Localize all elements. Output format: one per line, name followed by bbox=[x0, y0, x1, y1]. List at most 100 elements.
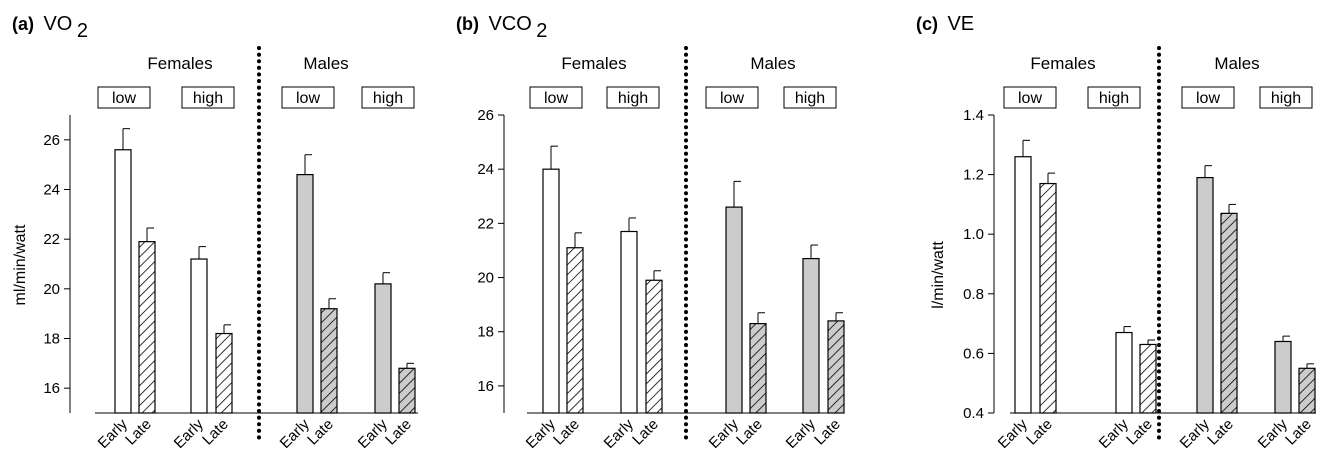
x-category-label: Late bbox=[733, 416, 766, 449]
bar-males-low-late bbox=[749, 323, 767, 414]
subgroup-label: high bbox=[618, 90, 648, 107]
y-tick-label: 1.0 bbox=[963, 226, 984, 243]
y-tick-label: 1.2 bbox=[963, 167, 984, 184]
panel-title-text: VCO bbox=[488, 13, 531, 35]
bar-females-low-late bbox=[138, 241, 156, 414]
y-tick-label: 20 bbox=[43, 281, 60, 298]
subgroup-box-females-low: low bbox=[1003, 86, 1057, 109]
bar-males-low-early bbox=[725, 206, 743, 414]
subgroup-label: low bbox=[1018, 90, 1042, 107]
subgroup-box-females-high: high bbox=[181, 86, 235, 109]
subgroup-box-females-high: high bbox=[606, 86, 660, 109]
panel-title-subscript: 2 bbox=[536, 20, 547, 42]
y-axis-label: ml/min/watt bbox=[12, 224, 29, 305]
y-tick-label: 22 bbox=[43, 231, 60, 248]
x-category-label: Late bbox=[629, 416, 662, 449]
subgroup-box-females-low: low bbox=[529, 86, 583, 109]
panel-vco2: (b) VCO 2 Females Males low high low hig… bbox=[456, 13, 845, 452]
x-category-label: Late bbox=[550, 416, 583, 449]
x-category-label: Late bbox=[1123, 416, 1156, 449]
subgroup-label: low bbox=[296, 90, 320, 107]
subgroup-label: low bbox=[720, 90, 744, 107]
y-tick-label: 0.6 bbox=[963, 345, 984, 362]
group-label-males: Males bbox=[303, 54, 348, 73]
y-tick-label: 22 bbox=[477, 215, 494, 232]
subgroup-box-males-low: low bbox=[1181, 86, 1235, 109]
panel-title-text: VO bbox=[43, 13, 72, 35]
y-tick-label: 0.4 bbox=[963, 405, 984, 422]
bar-females-high-early bbox=[620, 230, 638, 414]
bar-males-high-late bbox=[398, 367, 416, 414]
subgroup-box-females-high: high bbox=[1087, 86, 1141, 109]
subgroup-label: low bbox=[112, 90, 136, 107]
x-category-label: Late bbox=[1204, 416, 1237, 449]
bar-males-high-late bbox=[1298, 367, 1316, 414]
y-tick-label: 18 bbox=[477, 324, 494, 341]
y-tick-label: 20 bbox=[477, 270, 494, 287]
bar-females-low-early bbox=[1014, 156, 1032, 414]
bar-males-high-early bbox=[374, 283, 392, 414]
panel-letter: (c) bbox=[916, 14, 938, 34]
group-label-females: Females bbox=[147, 54, 212, 73]
y-axis-label: l/min/watt bbox=[930, 241, 947, 309]
x-category-label: Late bbox=[1282, 416, 1315, 449]
bar-males-high-early bbox=[802, 257, 820, 414]
x-category-label: Late bbox=[199, 416, 232, 449]
bar-females-low-late bbox=[566, 247, 584, 414]
bar-females-high-early bbox=[1115, 331, 1133, 414]
subgroup-box-males-high: high bbox=[361, 86, 415, 109]
panel-title: (a) VO 2 bbox=[12, 13, 88, 42]
subgroup-label: high bbox=[1099, 90, 1129, 107]
group-label-males: Males bbox=[750, 54, 795, 73]
subgroup-label: high bbox=[795, 90, 825, 107]
bar-females-high-late bbox=[215, 332, 233, 414]
group-label-females: Females bbox=[1030, 54, 1095, 73]
group-label-females: Females bbox=[561, 54, 626, 73]
panel-letter: (b) bbox=[456, 14, 479, 34]
panel-letter: (a) bbox=[12, 14, 34, 34]
bar-males-low-late bbox=[1220, 212, 1238, 414]
panel-vo2: (a) VO 2 Females Males low high low high… bbox=[12, 13, 418, 452]
y-tick-label: 16 bbox=[43, 380, 60, 397]
bar-females-low-late bbox=[1039, 182, 1057, 414]
bar-males-high-late bbox=[827, 320, 845, 414]
subgroup-box-males-low: low bbox=[705, 86, 759, 109]
bar-females-low-early bbox=[542, 168, 560, 414]
bar-females-high-late bbox=[1139, 343, 1157, 414]
x-category-label: Late bbox=[1023, 416, 1056, 449]
y-tick-label: 16 bbox=[477, 378, 494, 395]
bar-females-high-late bbox=[645, 279, 663, 414]
subgroup-box-females-low: low bbox=[97, 86, 151, 109]
group-label-males: Males bbox=[1214, 54, 1259, 73]
y-tick-label: 1.4 bbox=[963, 107, 984, 124]
subgroup-label: high bbox=[1271, 90, 1301, 107]
y-tick-label: 18 bbox=[43, 331, 60, 348]
x-category-label: Late bbox=[382, 416, 415, 449]
panel-title: (b) VCO 2 bbox=[456, 13, 547, 42]
y-tick-label: 24 bbox=[43, 182, 60, 199]
subgroup-label: low bbox=[544, 90, 568, 107]
y-tick-label: 26 bbox=[43, 132, 60, 149]
bar-males-low-early bbox=[296, 174, 314, 414]
y-tick-label: 26 bbox=[477, 107, 494, 124]
subgroup-label: high bbox=[373, 90, 403, 107]
y-tick-label: 0.8 bbox=[963, 286, 984, 303]
bar-males-high-early bbox=[1274, 340, 1292, 414]
x-category-label: Late bbox=[304, 416, 337, 449]
panel-title: (c) VE bbox=[916, 13, 974, 35]
y-tick-label: 24 bbox=[477, 161, 494, 178]
x-category-label: Late bbox=[811, 416, 844, 449]
bar-females-low-early bbox=[114, 149, 132, 414]
panel-ve: (c) VE Females Males low high low high l… bbox=[916, 13, 1316, 452]
subgroup-box-males-high: high bbox=[1259, 86, 1313, 109]
subgroup-label: high bbox=[193, 90, 223, 107]
x-category-label: Late bbox=[122, 416, 155, 449]
bar-males-low-late bbox=[320, 308, 338, 414]
bar-females-high-early bbox=[190, 258, 208, 414]
panel-title-text: VE bbox=[947, 13, 974, 35]
bar-males-low-early bbox=[1196, 176, 1214, 414]
subgroup-label: low bbox=[1196, 90, 1220, 107]
panel-title-subscript: 2 bbox=[77, 20, 88, 42]
subgroup-box-males-high: high bbox=[783, 86, 837, 109]
